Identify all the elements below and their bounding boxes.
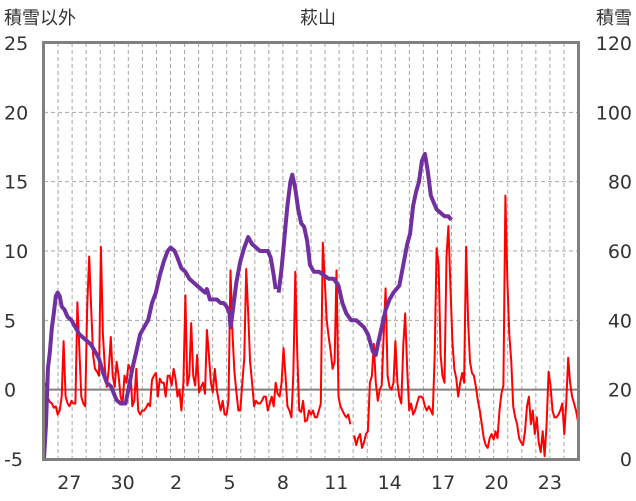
snow-depth-line (276, 151, 453, 357)
other-value-line (44, 241, 352, 425)
right-tick-label: 0 (620, 449, 632, 471)
right-tick-label: 80 (608, 172, 632, 194)
left-axis-label: 積雪以外 (4, 8, 76, 29)
right-tick-label: 20 (608, 380, 632, 402)
right-tick-label: 60 (608, 241, 632, 263)
snow-depth-line (44, 235, 278, 460)
x-tick-label: 8 (277, 472, 289, 494)
x-tick-label: 17 (431, 472, 455, 494)
x-tick-label: 5 (223, 472, 235, 494)
left-tick-label: 20 (4, 102, 28, 124)
left-tick-label: -5 (4, 449, 23, 471)
left-tick-label: 25 (4, 33, 28, 55)
right-tick-label: 120 (596, 33, 632, 55)
x-tick-label: 20 (484, 472, 508, 494)
left-tick-label: 10 (4, 241, 28, 263)
x-tick-label: 11 (324, 472, 348, 494)
x-tick-label: 30 (111, 472, 135, 494)
left-tick-labels: -5 0 5 10 15 20 25 (4, 33, 28, 471)
x-tick-label: 27 (57, 472, 81, 494)
left-tick-label: 5 (4, 310, 16, 332)
x-tick-labels: 27 30 2 5 8 11 14 17 20 23 (57, 472, 562, 494)
x-tick-label: 23 (538, 472, 562, 494)
left-tick-label: 15 (4, 172, 28, 194)
plot-frame (42, 41, 580, 461)
series-group (44, 151, 578, 460)
chart-title: 萩山 (300, 8, 336, 29)
right-tick-labels: 0 20 40 60 80 100 120 (596, 33, 632, 471)
right-tick-label: 100 (596, 102, 632, 124)
other-value-line (353, 194, 578, 458)
left-tick-label: 0 (4, 380, 16, 402)
x-tick-label: 2 (170, 472, 182, 494)
right-tick-label: 40 (608, 310, 632, 332)
x-tick-label: 14 (378, 472, 402, 494)
grid (44, 43, 578, 459)
right-axis-label: 積雪 (596, 8, 632, 29)
